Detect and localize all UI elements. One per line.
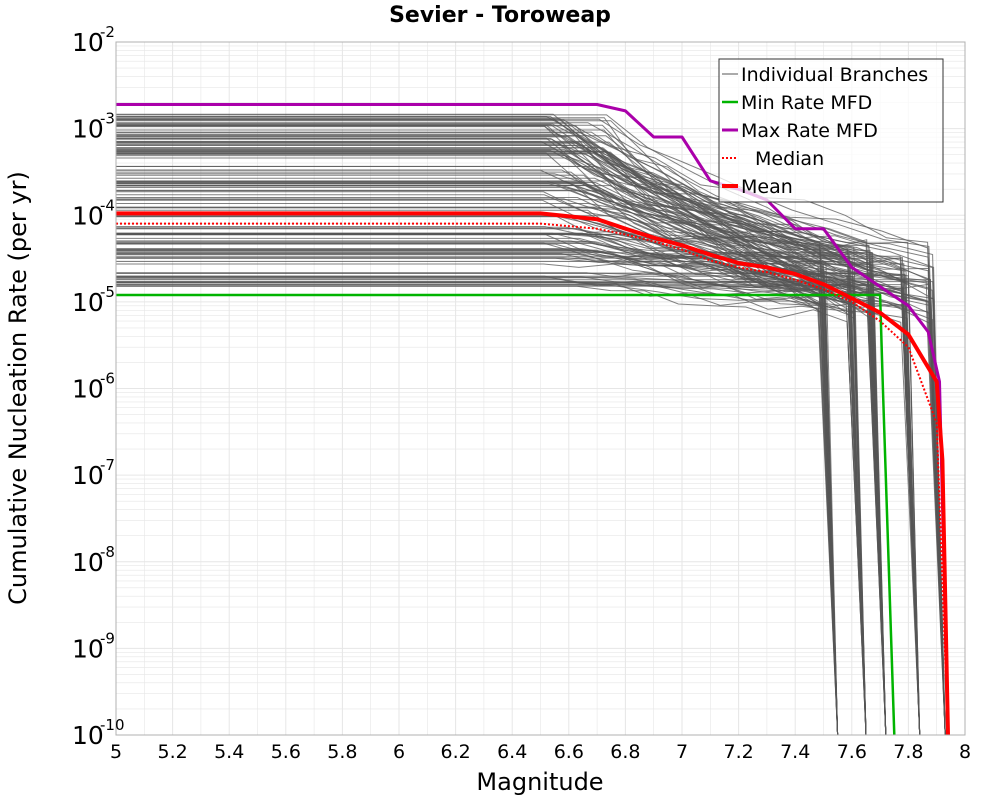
x-tick-label: 5.2 (157, 741, 187, 763)
legend-label-mean: Mean (741, 176, 793, 198)
y-tick-exponent: -10 (100, 716, 125, 734)
x-tick-label: 7.2 (723, 741, 753, 763)
x-tick-label: 6.2 (440, 741, 470, 763)
x-tick-label: 6.4 (497, 741, 527, 763)
x-tick-label: 5.4 (214, 741, 244, 763)
x-tick-label: 7.8 (893, 741, 923, 763)
x-tick-label: 7 (676, 741, 688, 763)
chart-title: Sevier - Toroweap (389, 3, 611, 28)
y-tick-exponent: -2 (100, 23, 115, 41)
y-axis-label: Cumulative Nucleation Rate (per yr) (4, 171, 32, 605)
x-tick-label: 6.6 (554, 741, 584, 763)
y-tick-exponent: -8 (100, 543, 115, 561)
x-tick-label: 7.6 (837, 741, 867, 763)
y-tick-exponent: -6 (100, 370, 115, 388)
y-tick-exponent: -7 (100, 456, 115, 474)
y-tick-exponent: -5 (100, 283, 115, 301)
legend-label-max: Max Rate MFD (741, 120, 878, 142)
y-tick-exponent: -9 (100, 629, 115, 647)
chart: 5 5.2 5.4 5.6 5.8 6 6.2 6.4 6.6 6.8 7 7.2 7.4 7.6 7.8 8… (0, 0, 1000, 800)
x-tick-label: 8 (959, 741, 971, 763)
x-tick-label: 7.4 (780, 741, 810, 763)
legend: Individual Branches Min Rate MFD Max Rate … (719, 59, 943, 202)
x-tick-label: 6 (393, 741, 405, 763)
legend-label-branches: Individual Branches (741, 64, 928, 86)
legend-label-median: Median (755, 148, 824, 170)
x-tick-label: 5 (110, 741, 122, 763)
x-tick-label: 5.8 (327, 741, 357, 763)
x-tick-label: 5.6 (271, 741, 301, 763)
y-tick-exponent: -3 (100, 110, 115, 128)
y-tick-exponent: -4 (100, 196, 115, 214)
x-tick-label: 6.8 (610, 741, 640, 763)
legend-label-min: Min Rate MFD (741, 92, 872, 114)
x-axis-label: Magnitude (476, 768, 603, 796)
